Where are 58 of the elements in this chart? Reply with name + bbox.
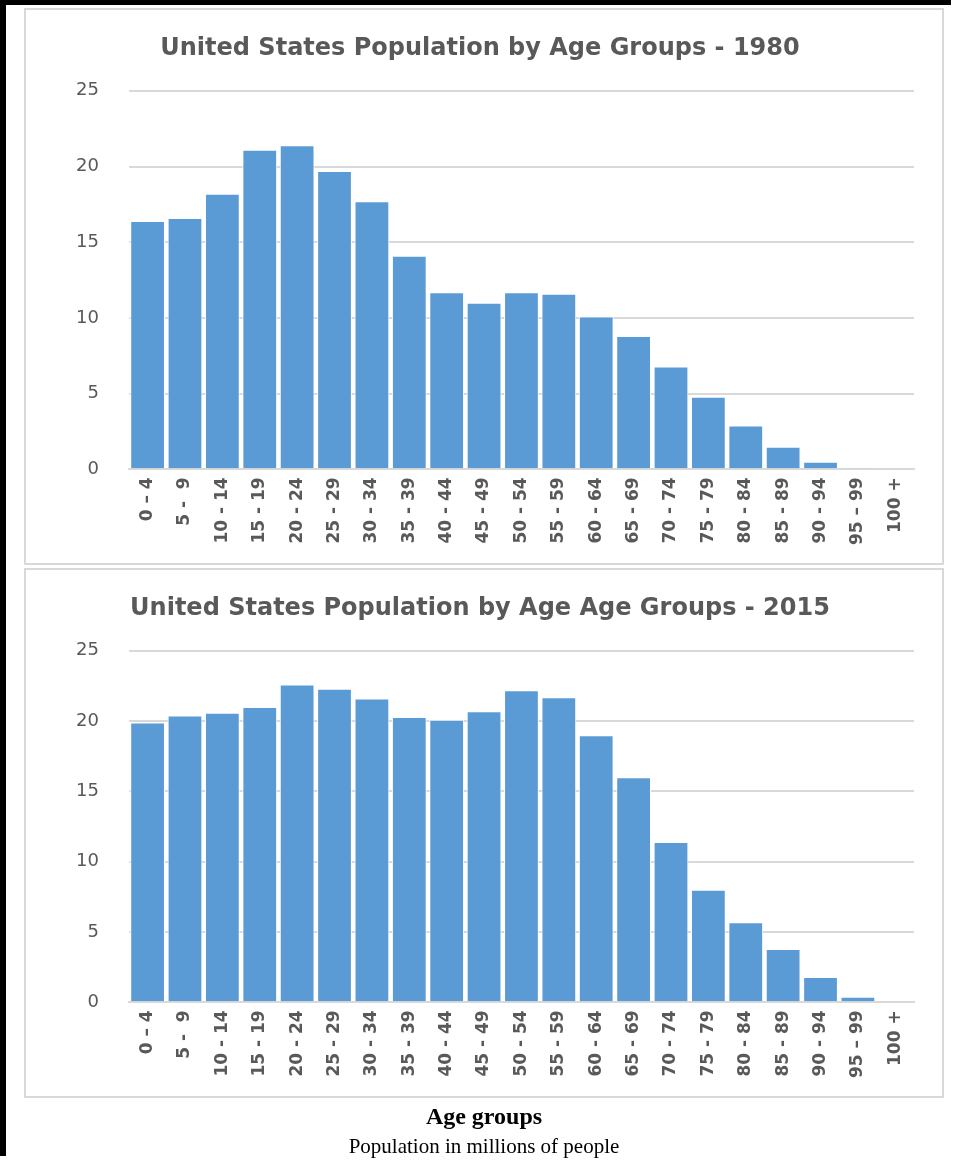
text: Age groups [424, 1102, 544, 1131]
x-tick-label: 0 – 4 [136, 477, 157, 522]
x-tick-label: 25 - 29 [322, 477, 343, 544]
x-tick-label: 15 - 19 [248, 1010, 269, 1077]
x-tick-label: 85 - 89 [771, 1010, 792, 1077]
x-tick-label: 10 - 14 [210, 1010, 231, 1077]
y-tick-label: 15 [76, 229, 99, 251]
y-tick-label: 15 [76, 779, 99, 801]
x-tick-label: 75 - 79 [696, 1010, 717, 1077]
y-tick-label: 0 [87, 990, 99, 1012]
x-tick-label: 20 - 24 [285, 477, 306, 544]
x-tick-label: 45 - 49 [472, 1010, 493, 1077]
x-tick-label: 55 - 59 [547, 477, 568, 544]
text: Population in millions of people [347, 1133, 621, 1160]
y-tick-label: 25 [76, 78, 99, 100]
y-tick-label: 25 [76, 638, 99, 660]
x-tick-label: 55 - 59 [547, 1010, 568, 1077]
x-tick-label: 15 - 19 [248, 477, 269, 544]
x-tick-label: 80 - 84 [734, 477, 755, 544]
x-tick-label: 35 - 39 [397, 1010, 418, 1077]
x-tick-label: 75 - 79 [696, 477, 717, 544]
x-tick-label: 20 - 24 [285, 1010, 306, 1077]
y-tick-label: 10 [76, 305, 99, 327]
x-tick-label: 30 - 34 [360, 1010, 381, 1077]
y-tick-label: 5 [87, 381, 99, 403]
x-tick-label: 10 - 14 [210, 477, 231, 544]
x-tick-label: 95 – 99 [846, 1010, 867, 1078]
x-tick-label: 0 – 4 [136, 1010, 157, 1055]
y-tick-label: 5 [87, 919, 99, 941]
x-tick-label: 60 - 64 [584, 477, 605, 544]
x-tick-label: 30 - 34 [360, 477, 381, 544]
x-tick-label: 45 - 49 [472, 477, 493, 544]
x-tick-label: 5 - 9 [173, 1010, 194, 1059]
y-tick-label: 0 [87, 457, 99, 479]
x-tick-label: 70 - 74 [659, 477, 680, 544]
x-tick-label: 95 – 99 [846, 477, 867, 545]
x-tick-label: 50 - 54 [509, 477, 530, 544]
y-tick-label: 10 [76, 849, 99, 871]
y-tick-label: 20 [76, 708, 99, 730]
x-tick-label: 5 - 9 [173, 477, 194, 526]
x-tick-label: 100 + [883, 477, 904, 533]
x-tick-label: 65 - 69 [622, 477, 643, 544]
x-tick-label: 40 - 44 [435, 477, 456, 544]
x-tick-label: 50 - 54 [509, 1010, 530, 1077]
x-tick-label: 70 - 74 [659, 1010, 680, 1077]
x-tick-label: 90 - 94 [808, 477, 829, 544]
x-tick-label: 80 - 84 [734, 1010, 755, 1077]
chart-title: United States Population by Age Groups - 1980 [160, 32, 800, 61]
x-tick-label: 65 - 69 [622, 1010, 643, 1077]
y-tick-label: 20 [76, 154, 99, 176]
x-tick-label: 25 - 29 [322, 1010, 343, 1077]
x-tick-label: 100 + [883, 1010, 904, 1066]
x-tick-label: 35 - 39 [397, 477, 418, 544]
x-tick-label: 60 - 64 [584, 1010, 605, 1077]
x-tick-label: 85 - 89 [771, 477, 792, 544]
x-tick-label: 40 - 44 [435, 1010, 456, 1077]
x-tick-label: 90 - 94 [808, 1010, 829, 1077]
chart-title: United States Population by Age Age Groups - 2015 [130, 592, 830, 621]
